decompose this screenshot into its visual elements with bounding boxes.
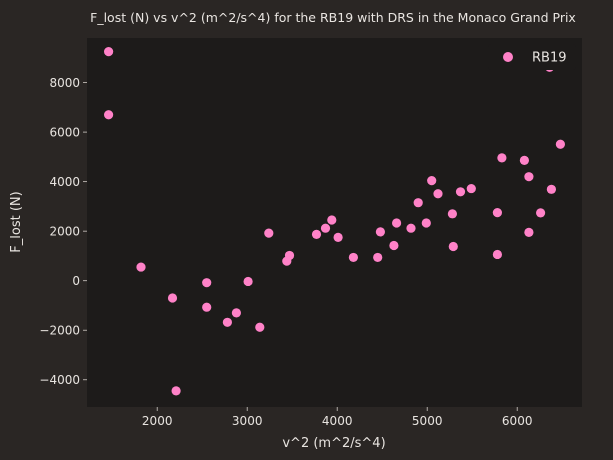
data-point — [104, 110, 114, 120]
legend-marker — [503, 52, 513, 62]
data-point — [406, 223, 416, 233]
x-tick-label: 3000 — [232, 414, 263, 428]
y-tick-label: −4000 — [39, 373, 80, 387]
data-point — [222, 317, 232, 327]
data-point — [524, 227, 534, 238]
data-point — [202, 278, 212, 288]
data-point — [231, 308, 241, 318]
data-point — [466, 183, 476, 194]
data-point — [413, 198, 423, 208]
data-point — [136, 262, 146, 272]
x-tick-label: 4000 — [322, 414, 353, 428]
data-point — [202, 302, 212, 312]
x-tick-label: 5000 — [412, 414, 443, 428]
data-point — [311, 229, 322, 239]
data-point — [536, 208, 546, 218]
data-point — [264, 228, 274, 238]
data-point — [167, 293, 178, 303]
x-tick-label: 6000 — [502, 414, 533, 428]
data-point — [348, 252, 358, 263]
data-point — [497, 153, 507, 163]
data-point — [448, 241, 458, 252]
data-point — [524, 172, 534, 182]
data-point — [546, 184, 557, 194]
data-point — [243, 276, 253, 287]
legend-box — [488, 44, 576, 70]
y-tick-label: 4000 — [49, 175, 80, 189]
x-axis: 2000 3000 4000 5000 6000 — [142, 407, 533, 428]
data-point — [447, 209, 457, 219]
y-tick-label: 0 — [72, 274, 80, 288]
data-point — [320, 223, 331, 233]
data-point — [255, 322, 265, 332]
x-tick-label: 2000 — [142, 414, 173, 428]
y-axis: −4000 −2000 0 2000 4000 6000 8000 — [39, 76, 87, 387]
data-point — [284, 250, 295, 261]
data-point — [373, 252, 383, 263]
data-point — [327, 215, 337, 225]
data-point — [421, 218, 431, 228]
data-point — [333, 232, 343, 242]
legend: RB19 — [488, 44, 576, 70]
y-axis-label: F_lost (N) — [9, 191, 24, 252]
data-point — [455, 187, 466, 197]
data-point — [104, 47, 114, 57]
data-point — [492, 207, 502, 218]
x-axis-label: v^2 (m^2/s^4) — [282, 436, 385, 451]
y-tick-label: 6000 — [49, 125, 80, 139]
legend-label: RB19 — [532, 51, 567, 66]
data-point — [427, 176, 437, 186]
chart-title: F_lost (N) vs v^2 (m^2/s^4) for the RB19… — [90, 10, 576, 25]
data-point — [433, 189, 443, 199]
data-point — [519, 155, 530, 165]
data-point — [375, 227, 385, 237]
data-point — [555, 139, 566, 149]
data-point — [171, 386, 181, 396]
y-tick-label: 2000 — [49, 224, 80, 238]
data-point — [389, 240, 399, 251]
y-tick-label: −2000 — [39, 324, 80, 338]
data-point — [492, 249, 502, 260]
y-tick-label: 8000 — [49, 76, 80, 90]
data-point — [392, 218, 402, 228]
